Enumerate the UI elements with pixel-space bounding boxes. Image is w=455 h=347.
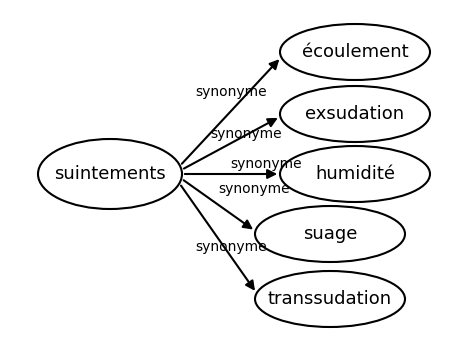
Text: synonyme: synonyme [210, 127, 282, 141]
Ellipse shape [255, 206, 405, 262]
Text: synonyme: synonyme [218, 182, 290, 196]
Text: écoulement: écoulement [302, 43, 408, 61]
Text: exsudation: exsudation [305, 105, 404, 123]
Text: transsudation: transsudation [268, 290, 392, 308]
Text: synonyme: synonyme [195, 85, 267, 99]
Ellipse shape [38, 139, 182, 209]
Text: synonyme: synonyme [230, 157, 302, 171]
Text: suage: suage [303, 225, 357, 243]
Text: synonyme: synonyme [195, 240, 267, 254]
Text: humidité: humidité [315, 165, 395, 183]
Ellipse shape [280, 24, 430, 80]
Text: suintements: suintements [54, 165, 166, 183]
Ellipse shape [280, 146, 430, 202]
Ellipse shape [255, 271, 405, 327]
Ellipse shape [280, 86, 430, 142]
